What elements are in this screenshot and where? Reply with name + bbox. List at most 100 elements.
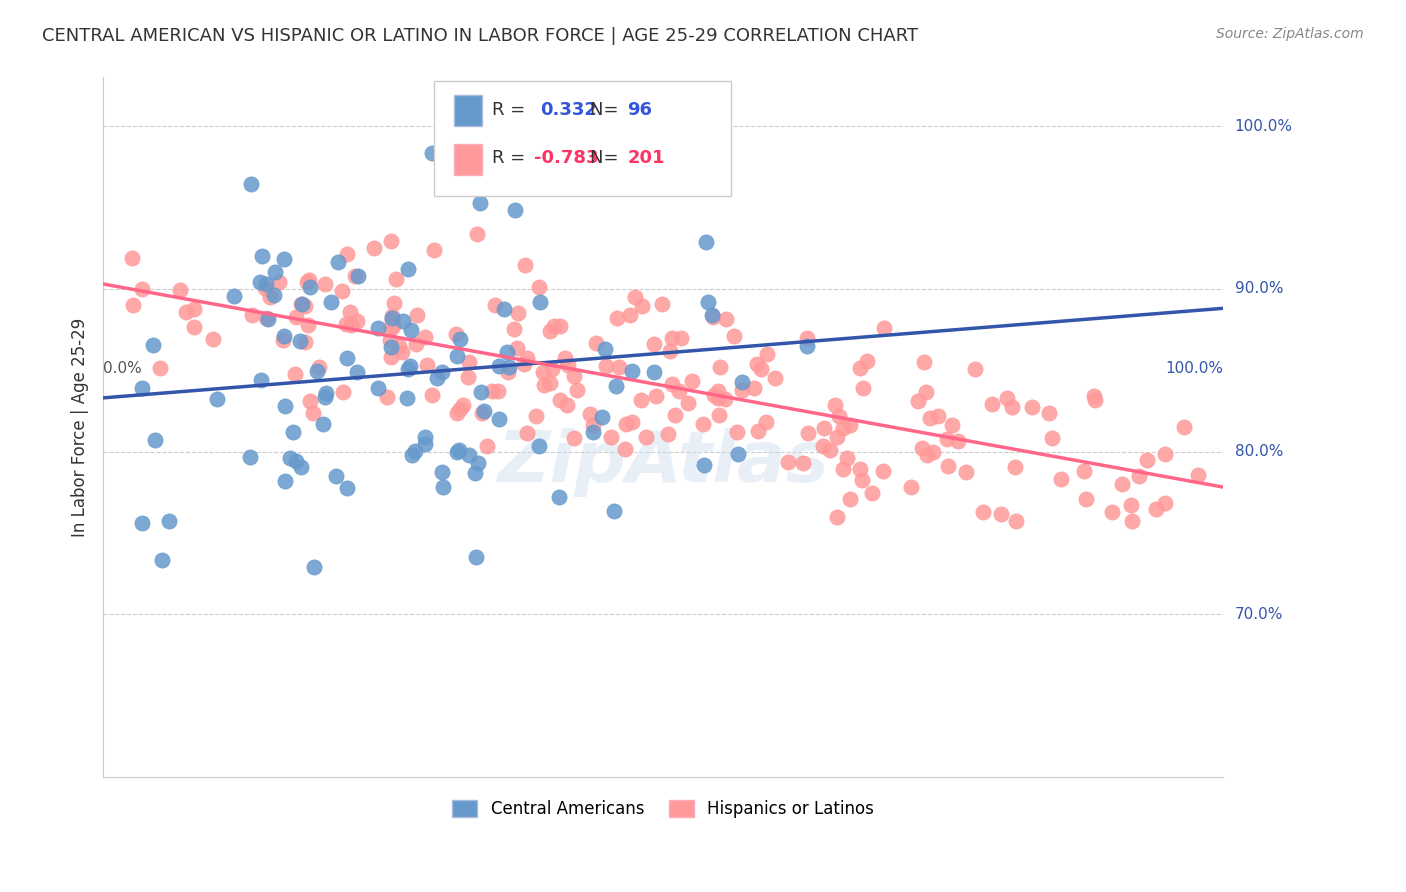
Point [911, 442, 934, 456]
Point [451, 398, 474, 412]
Point [398, 359, 420, 374]
Point [548, 491, 571, 505]
Point [280, 450, 302, 465]
Point [852, 381, 875, 395]
Point [446, 406, 468, 420]
Point [396, 361, 419, 376]
Point [643, 336, 665, 351]
Point [449, 401, 471, 416]
Point [995, 392, 1018, 406]
Point [921, 445, 943, 459]
Point [302, 406, 325, 420]
Point [143, 433, 166, 447]
Point [321, 294, 343, 309]
Point [315, 386, 337, 401]
Point [512, 357, 534, 371]
Point [813, 439, 835, 453]
Point [367, 320, 389, 334]
Point [380, 234, 402, 248]
Point [503, 322, 526, 336]
Point [529, 279, 551, 293]
Point [723, 329, 745, 343]
Text: N=: N= [591, 149, 624, 167]
Point [470, 195, 492, 210]
Point [380, 351, 402, 365]
Point [548, 319, 571, 334]
Point [672, 156, 695, 170]
Point [312, 417, 335, 431]
Point [873, 321, 896, 335]
Point [304, 560, 326, 574]
Point [470, 385, 492, 400]
Point [285, 453, 308, 467]
Point [264, 265, 287, 279]
Text: R =: R = [492, 102, 531, 120]
Text: ZipAtlas: ZipAtlas [498, 427, 830, 497]
Point [481, 384, 503, 398]
Point [824, 398, 846, 412]
Point [709, 359, 731, 374]
Point [380, 311, 402, 326]
Point [541, 362, 564, 376]
Point [1153, 496, 1175, 510]
Point [447, 442, 470, 457]
Point [614, 417, 637, 431]
Point [664, 408, 686, 422]
Point [707, 392, 730, 406]
Point [703, 387, 725, 401]
Point [872, 464, 894, 478]
Point [900, 479, 922, 493]
Point [298, 273, 321, 287]
Point [294, 299, 316, 313]
Point [253, 281, 276, 295]
Point [377, 390, 399, 404]
Point [506, 341, 529, 355]
Point [796, 339, 818, 353]
Point [1101, 505, 1123, 519]
Point [613, 442, 636, 456]
Point [326, 254, 349, 268]
Text: 96: 96 [627, 102, 652, 120]
Point [548, 392, 571, 407]
Point [458, 448, 481, 462]
Point [239, 178, 262, 192]
Point [941, 417, 963, 432]
Point [731, 375, 754, 389]
Point [330, 284, 353, 298]
Point [531, 365, 554, 379]
Point [1121, 514, 1143, 528]
Point [336, 351, 359, 365]
Point [620, 415, 643, 429]
Point [936, 458, 959, 473]
Point [290, 297, 312, 311]
Text: CENTRAL AMERICAN VS HISPANIC OR LATINO IN LABOR FORCE | AGE 25-29 CORRELATION CH: CENTRAL AMERICAN VS HISPANIC OR LATINO I… [42, 27, 918, 45]
Point [818, 442, 841, 457]
Point [555, 398, 578, 412]
Point [631, 299, 654, 313]
Point [963, 362, 986, 376]
Text: 201: 201 [627, 149, 665, 167]
Point [599, 430, 621, 444]
Point [851, 473, 873, 487]
Point [624, 289, 647, 303]
Point [657, 426, 679, 441]
Point [183, 319, 205, 334]
Point [413, 437, 436, 451]
Point [827, 429, 849, 443]
Text: 80.0%: 80.0% [1234, 444, 1282, 459]
Point [457, 370, 479, 384]
Point [274, 474, 297, 488]
FancyBboxPatch shape [433, 81, 731, 196]
Point [240, 308, 263, 322]
Point [336, 481, 359, 495]
Point [381, 309, 404, 323]
Text: Source: ZipAtlas.com: Source: ZipAtlas.com [1216, 27, 1364, 41]
Point [149, 360, 172, 375]
Point [695, 235, 717, 249]
Text: 0.0%: 0.0% [103, 360, 142, 376]
Point [1000, 400, 1022, 414]
Point [516, 351, 538, 366]
Point [457, 355, 479, 369]
Point [668, 384, 690, 398]
Point [1038, 406, 1060, 420]
